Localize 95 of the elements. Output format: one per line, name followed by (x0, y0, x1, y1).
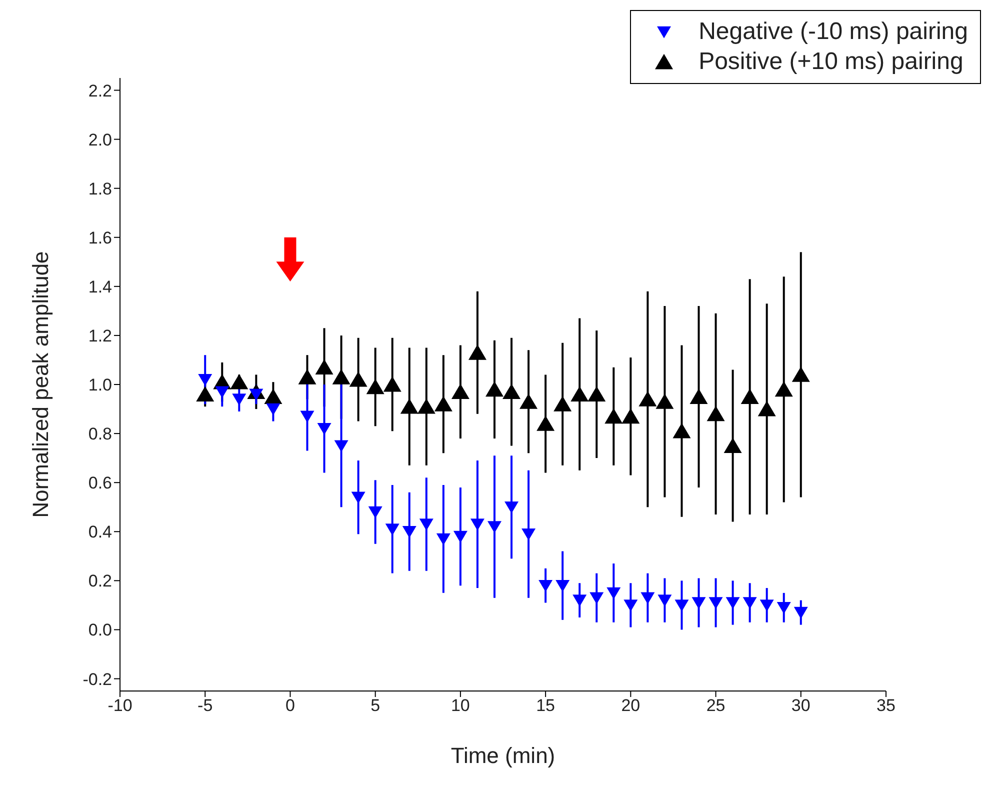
x-axis-title: Time (min) (450, 743, 556, 768)
point (368, 506, 382, 518)
y-tick-label: 1.0 (88, 376, 112, 395)
point (776, 602, 791, 614)
x-tick-label: 5 (370, 696, 380, 716)
point (215, 386, 230, 398)
y-tick-label: 2.0 (88, 130, 112, 150)
point (417, 398, 436, 414)
y-tick-label: 0.6 (88, 474, 112, 493)
point (349, 371, 368, 387)
point (588, 386, 606, 402)
point (570, 386, 589, 402)
point (624, 600, 638, 612)
point (554, 396, 572, 412)
x-tick-label: -5 (198, 696, 213, 716)
point (760, 600, 774, 612)
y-tick-label: 0.4 (88, 522, 112, 542)
point (556, 580, 570, 592)
legend-label: Negative (-10 ms) pairing (698, 18, 968, 46)
point (485, 381, 504, 397)
point (724, 438, 742, 453)
point (726, 597, 740, 610)
point (640, 592, 655, 604)
point (402, 526, 416, 538)
x-tick-label: -10 (108, 696, 132, 716)
point (232, 394, 246, 406)
point (708, 597, 723, 610)
point (198, 374, 212, 386)
point (572, 594, 587, 607)
y-tick-label: 2.2 (88, 81, 112, 100)
point (419, 518, 434, 531)
x-tick-label: 15 (536, 696, 556, 716)
point (366, 378, 384, 394)
point (672, 422, 691, 438)
point (604, 408, 623, 424)
point (298, 369, 316, 384)
point (451, 384, 470, 400)
point (606, 587, 621, 600)
y-tick-label: 0.8 (88, 424, 112, 444)
y-axis-title: Normalized peak amplitude (28, 251, 53, 518)
point (487, 521, 502, 534)
point (742, 597, 757, 610)
point (674, 600, 689, 612)
point (706, 406, 725, 422)
point (502, 384, 521, 400)
point (774, 381, 793, 397)
point (436, 533, 450, 546)
point (656, 394, 674, 409)
point (622, 408, 640, 424)
point (658, 594, 672, 607)
point (196, 386, 214, 402)
y-tick-label: 1.2 (88, 326, 112, 346)
point (266, 403, 280, 416)
y-tick-label: 0.2 (88, 572, 112, 591)
point (434, 396, 452, 412)
point (249, 388, 264, 401)
point (470, 518, 484, 531)
point (332, 369, 350, 384)
point (758, 400, 776, 416)
point (334, 440, 348, 452)
point (383, 376, 402, 392)
y-tick-label: 1.6 (88, 228, 112, 248)
point (740, 388, 759, 404)
point (792, 366, 810, 382)
x-tick-label: 30 (791, 696, 810, 716)
x-tick-label: 10 (450, 696, 470, 716)
point (317, 423, 332, 435)
point (264, 388, 282, 404)
y-tick-label: 1.4 (88, 277, 112, 296)
y-tick-label: 0.0 (88, 620, 112, 640)
point (504, 502, 519, 514)
point (590, 592, 604, 604)
y-tick-label: -0.2 (82, 670, 112, 689)
point (536, 416, 555, 431)
y-tick-label: 1.8 (88, 179, 112, 198)
point (520, 394, 538, 409)
point (300, 410, 314, 423)
x-tick-label: 20 (621, 696, 640, 716)
point (400, 398, 418, 414)
legend-label: Positive (+10 ms) pairing (698, 48, 964, 76)
point (690, 388, 708, 404)
point (522, 528, 536, 540)
point (538, 580, 553, 592)
point (230, 374, 248, 390)
point (385, 524, 400, 536)
x-tick-label: 35 (876, 696, 896, 716)
point (468, 344, 486, 360)
x-tick-label: 25 (706, 696, 726, 716)
point (453, 530, 468, 543)
point (794, 606, 808, 619)
x-tick-label: 0 (285, 696, 295, 716)
point (692, 597, 706, 610)
point (638, 391, 657, 406)
point (351, 492, 366, 504)
point (315, 359, 334, 375)
